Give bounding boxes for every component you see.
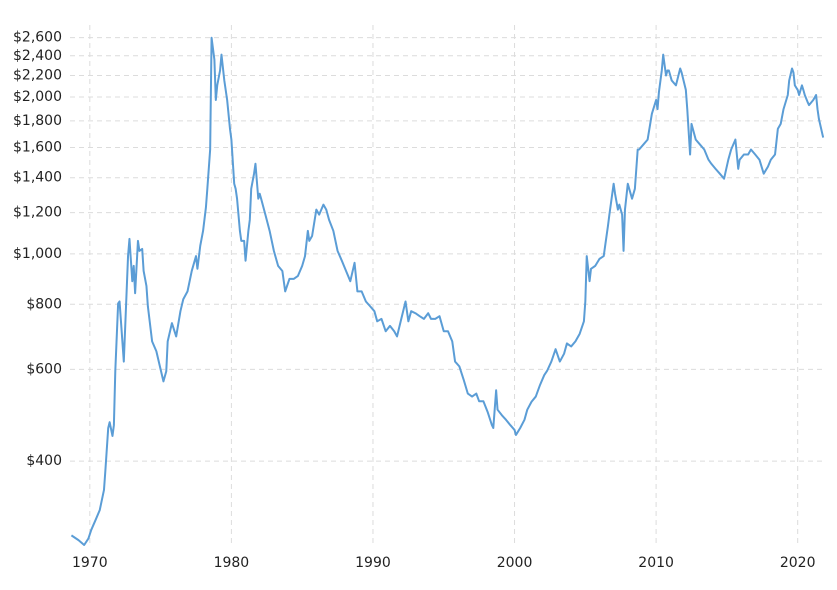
- y-tick-label: $1,200: [13, 205, 62, 221]
- y-tick-label: $400: [26, 453, 62, 469]
- x-tick-label: 2000: [497, 555, 533, 571]
- y-tick-label: $800: [26, 296, 62, 312]
- x-tick-label: 1980: [214, 555, 250, 571]
- y-tick-label: $1,800: [13, 113, 62, 129]
- y-tick-label: $2,600: [13, 30, 62, 46]
- y-tick-label: $2,400: [13, 48, 62, 64]
- y-tick-label: $1,000: [13, 246, 62, 262]
- y-tick-label: $1,400: [13, 170, 62, 186]
- x-tick-label: 2020: [780, 555, 816, 571]
- y-tick-label: $1,600: [13, 140, 62, 156]
- y-tick-label: $600: [26, 361, 62, 377]
- x-tick-label: 1970: [72, 555, 108, 571]
- x-tick-label: 2010: [638, 555, 674, 571]
- price-line: [70, 36, 825, 546]
- y-tick-label: $2,000: [13, 89, 62, 105]
- y-tick-label: $2,200: [13, 67, 62, 83]
- x-tick-label: 1990: [355, 555, 391, 571]
